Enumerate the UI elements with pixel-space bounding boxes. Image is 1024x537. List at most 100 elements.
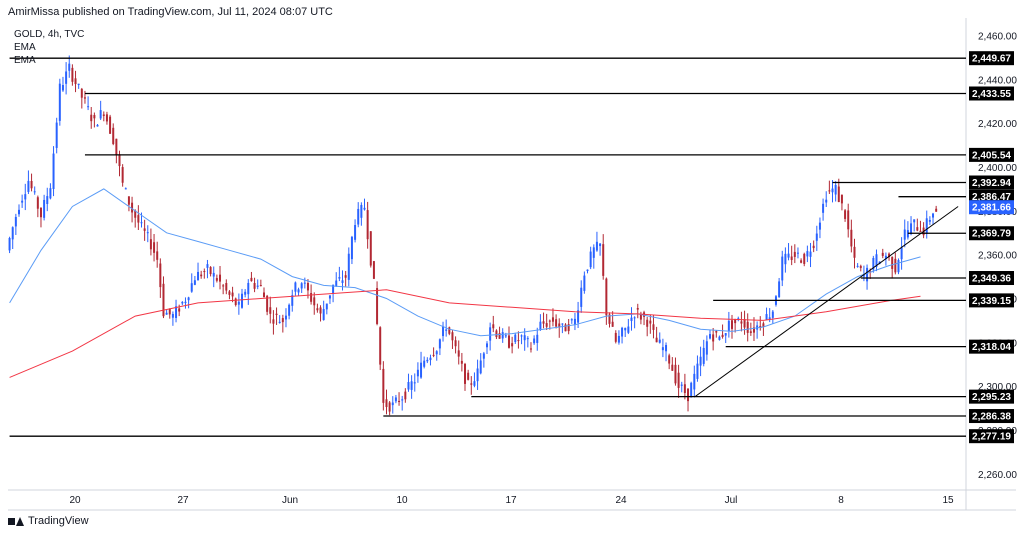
candle-body xyxy=(658,339,661,343)
candle-body xyxy=(702,347,705,364)
candle-body xyxy=(306,282,309,291)
candle-body xyxy=(687,388,690,402)
candle-body xyxy=(193,280,196,285)
candle-body xyxy=(65,71,68,84)
candle-body xyxy=(671,364,674,371)
candle-body xyxy=(551,317,554,322)
candle-body xyxy=(11,227,14,240)
candle-body xyxy=(354,225,357,240)
candle-body xyxy=(388,402,391,412)
candle-body xyxy=(21,200,24,203)
y-tick-label: 2,420.00 xyxy=(978,119,1017,130)
candle-body xyxy=(394,397,397,402)
candle-body xyxy=(561,323,564,325)
level-price-tag xyxy=(969,175,1014,190)
candle-body xyxy=(913,219,916,223)
candle-body xyxy=(853,246,856,258)
candle-body xyxy=(555,319,558,327)
candle-body xyxy=(542,321,545,324)
candle-body xyxy=(881,252,884,256)
candle-body xyxy=(932,213,935,218)
y-tick-label: 2,440.00 xyxy=(978,75,1017,86)
candle-body xyxy=(190,283,193,292)
x-tick-label: 27 xyxy=(177,495,189,506)
candle-body xyxy=(781,256,784,281)
candle-body xyxy=(683,384,686,393)
candle-body xyxy=(303,282,306,284)
ema-slow-line[interactable] xyxy=(9,289,921,378)
candle-body xyxy=(558,323,561,328)
candle-body xyxy=(363,207,366,210)
candle-body xyxy=(916,227,919,231)
candle-body xyxy=(511,343,514,347)
candle-body xyxy=(548,320,551,322)
candle-body xyxy=(649,320,652,324)
candle-body xyxy=(621,327,624,337)
candles xyxy=(8,55,938,416)
candle-body xyxy=(68,63,71,71)
candle-body xyxy=(608,314,611,324)
candle-body xyxy=(655,337,658,343)
candle-body xyxy=(925,218,928,234)
trendline[interactable] xyxy=(694,206,959,398)
level-price-label: 2,392.94 xyxy=(972,178,1011,189)
candle-body xyxy=(357,208,360,225)
candle-body xyxy=(58,83,61,121)
candle-body xyxy=(27,180,30,192)
candle-body xyxy=(715,331,718,333)
candle-body xyxy=(146,232,149,234)
x-tick-label: Jun xyxy=(282,495,298,506)
level-price-label: 2,405.54 xyxy=(972,150,1011,161)
candle-body xyxy=(401,399,404,401)
candle-body xyxy=(237,301,240,305)
candle-body xyxy=(71,67,74,82)
candle-body xyxy=(599,243,602,247)
candle-body xyxy=(297,289,300,293)
candle-body xyxy=(256,285,259,287)
candle-body xyxy=(470,383,473,385)
level-price-tag xyxy=(969,293,1014,308)
candle-body xyxy=(464,363,467,384)
candle-body xyxy=(39,207,42,218)
candle-body xyxy=(313,297,316,306)
candle-body xyxy=(266,295,269,312)
candle-body xyxy=(156,251,159,260)
candle-body xyxy=(178,308,181,312)
candle-body xyxy=(818,222,821,230)
level-price-tag xyxy=(969,409,1014,424)
candle-body xyxy=(241,293,244,308)
candle-body xyxy=(391,402,394,406)
candle-body xyxy=(903,229,906,240)
candle-body xyxy=(837,186,840,203)
legend-ema-slow: EMA xyxy=(14,55,36,66)
candle-body xyxy=(115,138,118,156)
candle-body xyxy=(699,356,702,366)
candle-body xyxy=(784,253,787,265)
level-price-tag xyxy=(969,189,1014,204)
x-tick-label: Jul xyxy=(725,495,738,506)
candle-body xyxy=(693,373,696,390)
chart-legend: GOLD, 4h, TVC EMA EMA xyxy=(14,28,84,67)
candle-body xyxy=(614,332,617,342)
candle-body xyxy=(762,323,765,327)
candle-body xyxy=(55,122,58,148)
candle-body xyxy=(14,216,17,227)
candle-body xyxy=(737,318,740,320)
candle-body xyxy=(281,318,284,323)
candle-body xyxy=(99,110,102,119)
candle-body xyxy=(118,154,121,167)
candle-body xyxy=(165,312,168,315)
ema-fast-line[interactable] xyxy=(9,188,921,337)
level-price-tag xyxy=(969,51,1014,66)
tradingview-footer: TradingView xyxy=(8,515,89,527)
candle-body xyxy=(250,277,253,282)
candle-body xyxy=(43,199,46,218)
candle-body xyxy=(416,369,419,377)
candle-body xyxy=(847,210,850,230)
candle-body xyxy=(730,320,733,329)
candle-body xyxy=(109,116,112,134)
candle-body xyxy=(46,196,49,205)
candle-body xyxy=(49,188,52,199)
candle-body xyxy=(184,301,187,304)
